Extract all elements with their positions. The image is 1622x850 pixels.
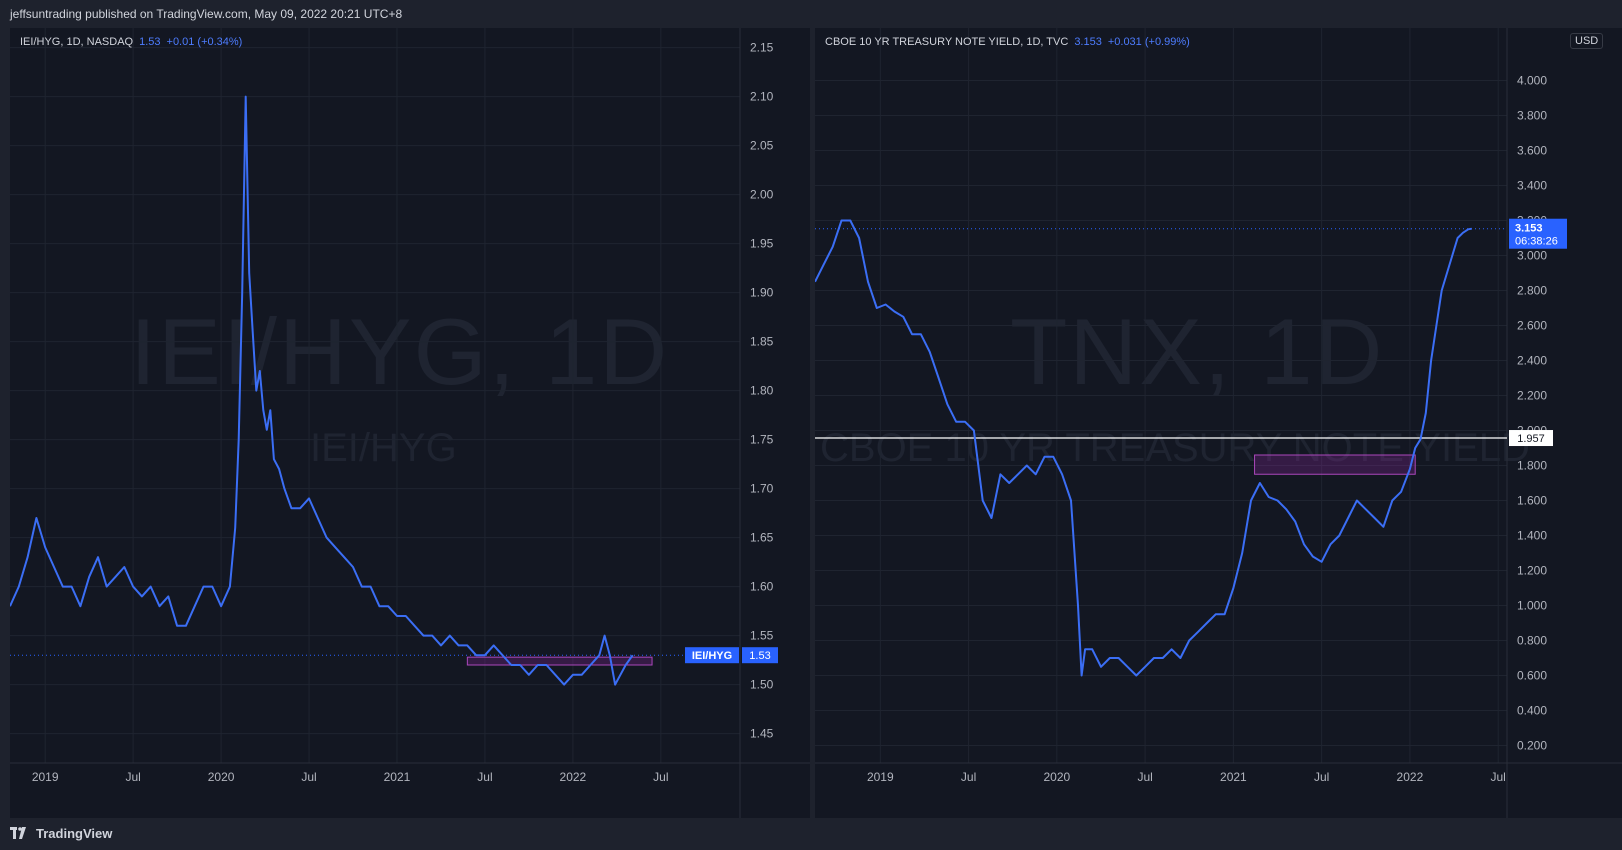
currency-badge[interactable]: USD xyxy=(1570,33,1604,49)
x-tick-label: 2019 xyxy=(32,770,59,784)
x-tick-label: 2021 xyxy=(384,770,411,784)
x-tick-label: 2020 xyxy=(208,770,235,784)
hline-label-bg xyxy=(1509,430,1553,447)
price-tag-countdown: 06:38:26 xyxy=(1515,236,1558,248)
y-tick-label: 0.800 xyxy=(1517,634,1547,648)
x-tick-label: Jul xyxy=(125,770,140,784)
footer-bar xyxy=(0,818,1622,850)
chart-legend: CBOE 10 YR TREASURY NOTE YIELD, 1D, TVC … xyxy=(825,36,1190,48)
legend-symbol: CBOE 10 YR TREASURY NOTE YIELD, 1D, TVC xyxy=(825,36,1069,48)
x-tick-label: Jul xyxy=(1314,770,1329,784)
y-tick-label: 1.000 xyxy=(1517,599,1547,613)
chart-svg-iei-hyg[interactable]: 2.15 2.10 2.05 2.00 1.95 1.90 1.85 1.80 1.75 1.70… xyxy=(10,28,810,818)
x-tick-label: Jul xyxy=(961,770,976,784)
y-tick-label: 3.600 xyxy=(1517,144,1547,158)
y-tick-label: 3.400 xyxy=(1517,179,1547,193)
tradingview-logo-icon xyxy=(10,827,26,839)
y-tick-label: 1.85 xyxy=(750,335,774,349)
y-tick-label: 2.800 xyxy=(1517,284,1547,298)
y-tick-label: 2.00 xyxy=(750,188,774,202)
y-tick-label: 1.55 xyxy=(750,629,774,643)
price-tag-bg xyxy=(742,647,778,664)
legend-change: +0.01 (+0.34%) xyxy=(166,36,243,48)
price-tag-name: IEI/HYG xyxy=(692,650,732,662)
y-tick-label: 1.45 xyxy=(750,727,774,741)
legend-last: 3.153 xyxy=(1074,36,1102,48)
y-tick-label: 1.95 xyxy=(750,237,774,251)
tradingview-logo[interactable]: TradingView xyxy=(10,824,112,842)
y-tick-label: 1.800 xyxy=(1517,459,1547,473)
chart-svg-tnx[interactable]: 4.0003.8003.6003.4003.2003.0002.8002.600… xyxy=(815,28,1622,818)
x-tick-label: Jul xyxy=(477,770,492,784)
y-tick-label: 2.600 xyxy=(1517,319,1547,333)
price-tag-value: 3.153 xyxy=(1515,223,1543,235)
chart-pane-iei-hyg[interactable]: IEI/HYG, 1D IEI/HYG 2.15 2.10 2.05 2.00 1.95… xyxy=(10,28,810,818)
y-tick-label: 1.65 xyxy=(750,531,774,545)
hline-label: 1.957 xyxy=(1517,433,1545,445)
x-tick-label: Jul xyxy=(653,770,668,784)
y-tick-label: 3.800 xyxy=(1517,109,1547,123)
y-tick-label: 1.75 xyxy=(750,433,774,447)
y-tick-label: 1.70 xyxy=(750,482,774,496)
tradingview-brand: TradingView xyxy=(36,825,113,841)
chart-pane-tnx[interactable]: TNX, 1D CBOE 10 YR TREASURY NOTE YIELD 4… xyxy=(815,28,1622,818)
legend-symbol: IEI/HYG, 1D, NASDAQ xyxy=(20,36,134,48)
series-line xyxy=(10,95,634,686)
y-tick-label: 1.600 xyxy=(1517,494,1547,508)
price-tag-bg xyxy=(1509,218,1567,249)
y-tick-label: 1.60 xyxy=(750,580,774,594)
y-tick-label: 2.400 xyxy=(1517,354,1547,368)
y-tick-label: 3.000 xyxy=(1517,249,1547,263)
x-tick-label: 2021 xyxy=(1220,770,1247,784)
legend-change: +0.031 (+0.99%) xyxy=(1107,36,1190,48)
x-tick-label: Jul xyxy=(301,770,316,784)
x-tick-label: Jul xyxy=(1137,770,1152,784)
y-tick-label: 2.200 xyxy=(1517,389,1547,403)
y-tick-label: 1.400 xyxy=(1517,529,1547,543)
y-tick-label: 2.15 xyxy=(750,41,774,55)
price-tag-value: 1.53 xyxy=(749,650,770,662)
y-tick-label: 1.50 xyxy=(750,678,774,692)
x-tick-label: Jul xyxy=(1491,770,1506,784)
chart-legend: IEI/HYG, 1D, NASDAQ 1.53 +0.01 (+0.34%) xyxy=(20,36,242,48)
y-tick-label: 2.10 xyxy=(750,90,774,104)
y-tick-label: 0.200 xyxy=(1517,739,1547,753)
y-tick-label: 4.000 xyxy=(1517,74,1547,88)
y-tick-label: 2.05 xyxy=(750,139,774,153)
y-tick-label: 1.80 xyxy=(750,384,774,398)
x-tick-label: 2022 xyxy=(1397,770,1424,784)
support-zone-rect xyxy=(466,656,653,666)
y-tick-label: 1.200 xyxy=(1517,564,1547,578)
y-tick-label: 0.400 xyxy=(1517,704,1547,718)
y-tick-label: 0.600 xyxy=(1517,669,1547,683)
x-tick-label: 2022 xyxy=(560,770,587,784)
y-tick-label: 1.90 xyxy=(750,286,774,300)
price-tag-name-bg xyxy=(685,647,739,664)
x-tick-label: 2019 xyxy=(867,770,894,784)
publisher-header: jeffsuntrading published on TradingView.… xyxy=(0,0,1622,28)
support-zone-rect xyxy=(1254,454,1416,475)
publisher-line: jeffsuntrading published on TradingView.… xyxy=(10,7,403,21)
legend-last: 1.53 xyxy=(139,36,161,48)
series-line xyxy=(815,219,1472,677)
x-tick-label: 2020 xyxy=(1043,770,1070,784)
